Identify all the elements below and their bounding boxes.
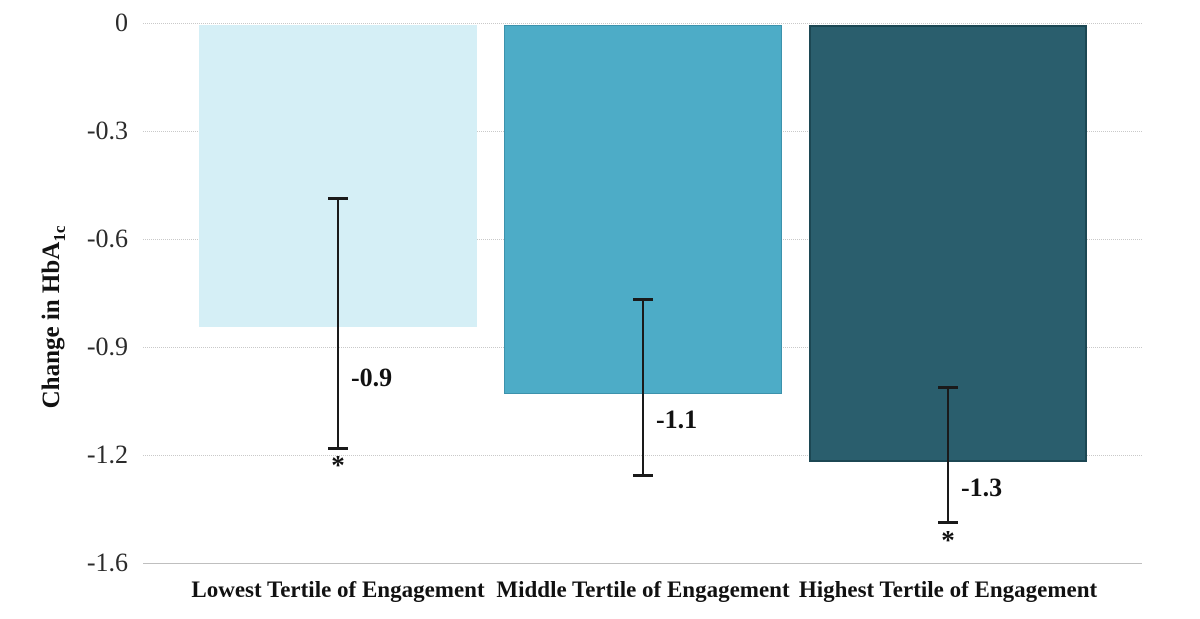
error-bar-cap: [633, 473, 653, 477]
gridline: [143, 563, 1142, 564]
category-label: Lowest Tertile of Engagement: [191, 577, 485, 602]
value-label: -1.3: [961, 473, 1003, 502]
category-label: Highest Tertile of Engagement: [798, 577, 1098, 602]
error-bar-cap: [328, 197, 348, 200]
error-bar-cap: [633, 298, 653, 302]
error-bar: [642, 299, 644, 476]
significance-asterisk: *: [331, 450, 345, 481]
y-axis-title: Change in HbA1c: [38, 226, 69, 409]
y-tick-label: -1.6: [86, 548, 128, 577]
significance-asterisk: *: [941, 524, 955, 555]
error-bar: [337, 198, 339, 449]
category-label: Middle Tertile of Engagement: [496, 577, 790, 602]
gridline: [143, 23, 1142, 24]
error-bar-cap: [328, 446, 348, 450]
error-bar-cap: [938, 521, 958, 524]
y-tick-label: 0: [115, 8, 128, 37]
value-label: -0.9: [351, 363, 393, 392]
y-axis-title-main: Change in HbA: [38, 241, 65, 409]
y-tick-label: -1.2: [86, 440, 128, 469]
y-tick-label: -0.9: [86, 332, 128, 361]
y-tick-label: -0.6: [86, 224, 128, 253]
error-bar: [947, 387, 949, 523]
value-label: -1.1: [656, 405, 698, 434]
error-bar-cap: [938, 386, 958, 389]
y-tick-label: -0.3: [86, 116, 128, 145]
